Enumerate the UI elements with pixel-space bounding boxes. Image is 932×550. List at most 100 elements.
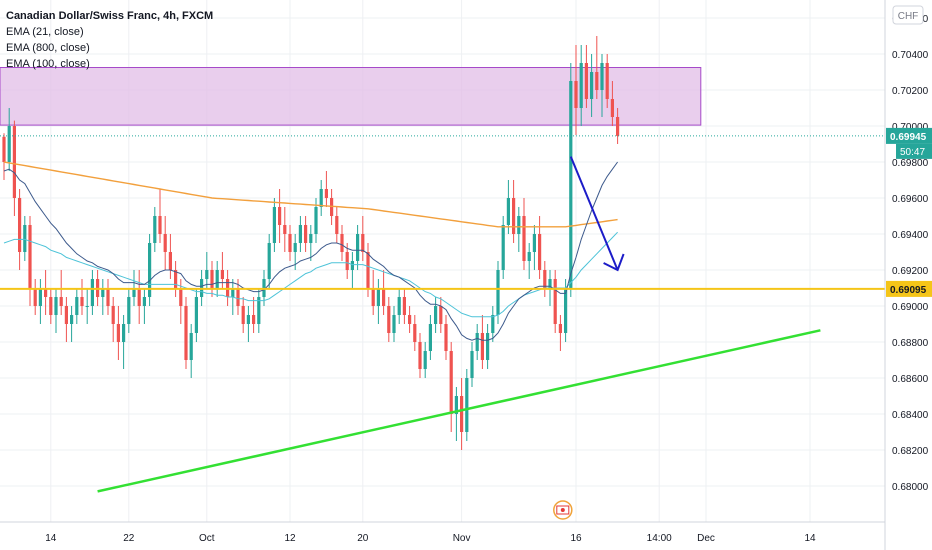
candle-body [486, 333, 490, 360]
candle-body [101, 288, 105, 297]
candle-body [595, 72, 599, 90]
candle-body [267, 243, 271, 279]
currency-button [892, 5, 924, 25]
candle-body [7, 126, 11, 162]
candle-body [356, 234, 360, 261]
candle-body [616, 117, 620, 136]
y-tick-label: 0.69600 [892, 194, 929, 205]
indicator-ema21[interactable]: EMA (21, close) [6, 26, 84, 38]
candle-body [293, 243, 297, 252]
candle-body [428, 324, 432, 351]
y-tick-label: 0.70200 [892, 86, 929, 97]
x-tick-label: Oct [199, 533, 215, 544]
currency-label[interactable]: CHF [898, 11, 919, 22]
indicator-ema100[interactable]: EMA (100, close) [6, 58, 90, 70]
candle-body [548, 279, 552, 288]
candle-body [553, 279, 557, 324]
y-tick-label: 0.68800 [892, 338, 929, 349]
candle-body [12, 126, 16, 198]
candle-body [361, 234, 365, 252]
y-tick-label: 0.70000 [892, 122, 929, 133]
candle-body [28, 225, 32, 288]
last-price-label: 0.69945 [890, 132, 927, 143]
candle-body [142, 297, 146, 306]
ema800-line [3, 161, 618, 228]
candle-body [449, 351, 453, 414]
time-axis-bg [0, 522, 932, 550]
x-tick-label: Dec [697, 533, 715, 544]
candle-body [366, 252, 370, 288]
candle-body [111, 306, 115, 324]
support-price-label: 0.69095 [890, 285, 927, 296]
countdown-label: 50:47 [900, 147, 925, 158]
candle-body [210, 270, 214, 288]
candle-body [382, 288, 386, 306]
y-tick-label: 0.69400 [892, 230, 929, 241]
candle-body [252, 315, 256, 324]
candle-body [49, 297, 53, 315]
x-tick-label: 16 [570, 533, 582, 544]
candle-body [512, 198, 516, 234]
candle-body [272, 207, 276, 243]
candle-body [64, 306, 68, 324]
candle-body [376, 288, 380, 306]
candle-body [304, 225, 308, 243]
candle-body [538, 234, 542, 270]
candle-body [215, 270, 219, 288]
candle-body [70, 315, 74, 324]
candle-body [506, 198, 510, 225]
candle-body [179, 288, 183, 306]
ema21-line [3, 161, 619, 341]
candle-body [59, 297, 63, 306]
y-tick-label: 0.70400 [892, 50, 929, 61]
y-tick-label: 0.69000 [892, 302, 929, 313]
candle-body [44, 288, 48, 297]
candle-body [194, 297, 198, 333]
candle-body [122, 324, 126, 342]
candle-body [38, 288, 42, 306]
candle-body [439, 306, 443, 324]
candle-body [23, 225, 27, 252]
candle-body [579, 63, 583, 108]
candle-body [465, 378, 469, 432]
candle-body [335, 216, 339, 234]
x-tick-label: Nov [453, 533, 471, 544]
x-tick-label: 14 [804, 533, 816, 544]
candle-body [496, 270, 500, 315]
candle-body [153, 216, 157, 243]
chart-legend: Canadian Dollar/Swiss Franc, 4h, FXCM EM… [6, 8, 213, 72]
candle-body [168, 252, 172, 270]
y-tick-label: 0.68600 [892, 374, 929, 385]
candle-body [397, 297, 401, 315]
candle-body [532, 234, 536, 252]
candle-body [418, 342, 422, 369]
y-tick-label: 0.69200 [892, 266, 929, 277]
y-tick-label: 0.68400 [892, 410, 929, 421]
candle-body [574, 81, 578, 108]
y-tick-label: 0.69800 [892, 158, 929, 169]
y-tick-label: 0.68000 [892, 482, 929, 493]
candle-body [205, 270, 209, 279]
arrow-head [603, 253, 625, 272]
candle-body [298, 225, 302, 243]
candle-body [314, 207, 318, 234]
candle-body [454, 396, 458, 414]
candle-body [132, 288, 136, 297]
candle-body [564, 288, 568, 333]
candle-body [423, 351, 427, 369]
candle-body [75, 297, 79, 315]
candle-body [246, 315, 250, 324]
candle-body [137, 288, 141, 306]
candle-body [605, 63, 609, 99]
candle-body [163, 234, 167, 252]
candle-body [324, 189, 328, 198]
candle-body [340, 234, 344, 252]
indicator-ema800[interactable]: EMA (800, close) [6, 42, 90, 54]
candle-body [283, 225, 287, 234]
candle-body [371, 288, 375, 306]
candle-body [236, 288, 240, 306]
candle-body [413, 324, 417, 342]
candle-body [491, 315, 495, 333]
